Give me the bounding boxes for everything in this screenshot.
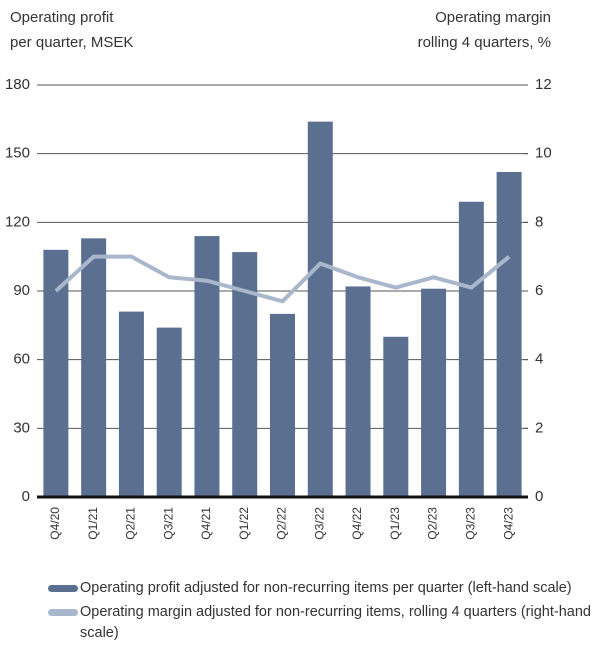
x-tick-label: Q2/22 <box>275 507 289 540</box>
y-tick-label: 0 <box>22 488 30 505</box>
x-tick-label: Q3/22 <box>312 507 326 540</box>
y-title-line: per quarter, MSEK <box>10 34 133 51</box>
bar <box>118 311 144 497</box>
y2-tick-label: 4 <box>535 351 543 368</box>
y-tick-label: 180 <box>5 76 30 93</box>
y2-tick-label: 2 <box>535 419 543 436</box>
y-title-line: Operating profit <box>10 9 114 26</box>
legend-entry: Operating margin adjusted for non-recurr… <box>48 602 608 644</box>
bar <box>194 236 220 498</box>
bar <box>307 121 333 497</box>
legend-entry: Operating profit adjusted for non-recurr… <box>48 578 608 599</box>
y-tick-label: 120 <box>5 213 30 230</box>
legend: Operating profit adjusted for non-recurr… <box>48 578 608 647</box>
x-tick-label: Q1/22 <box>237 507 251 540</box>
y2-title-line: Operating margin <box>435 9 551 26</box>
x-tick-label: Q4/22 <box>350 507 364 540</box>
x-tick-label: Q4/20 <box>48 507 62 540</box>
bar <box>270 313 295 497</box>
y-tick-label: 150 <box>5 145 30 162</box>
chart: Operating profit per quarter, MSEK Opera… <box>5 9 552 540</box>
bar <box>81 238 107 497</box>
x-tick-label: Q2/23 <box>426 507 440 540</box>
y2-tick-label: 6 <box>535 282 543 299</box>
y2-tick-label: 12 <box>535 76 552 93</box>
x-tick-label: Q1/23 <box>388 507 402 540</box>
y-tick-label: 60 <box>13 351 30 368</box>
bar <box>345 286 371 497</box>
y2-tick-label: 0 <box>535 488 543 505</box>
x-tick-label: Q4/23 <box>501 507 515 540</box>
y2-title-line: rolling 4 quarters, % <box>418 34 551 51</box>
y-tick-label: 90 <box>13 282 30 299</box>
bar <box>43 249 69 497</box>
bar <box>383 336 409 497</box>
bar <box>496 171 522 497</box>
y-tick-label: 30 <box>13 419 30 436</box>
x-tick-label: Q1/21 <box>86 507 100 540</box>
x-tick-label: Q2/21 <box>124 507 138 540</box>
legend-key <box>48 609 78 616</box>
bar <box>421 288 447 497</box>
bar <box>156 327 182 497</box>
bar <box>458 201 484 497</box>
legend-label: Operating profit adjusted for non-recurr… <box>80 580 572 596</box>
y2-tick-label: 10 <box>535 145 552 162</box>
x-tick-label: Q3/23 <box>464 507 478 540</box>
y2-tick-label: 8 <box>535 213 543 230</box>
line <box>54 254 511 304</box>
x-tick-label: Q4/21 <box>199 507 213 540</box>
legend-label: Operating margin adjusted for non-recurr… <box>80 604 591 641</box>
legend-key <box>48 585 78 592</box>
x-tick-label: Q3/21 <box>161 507 175 540</box>
